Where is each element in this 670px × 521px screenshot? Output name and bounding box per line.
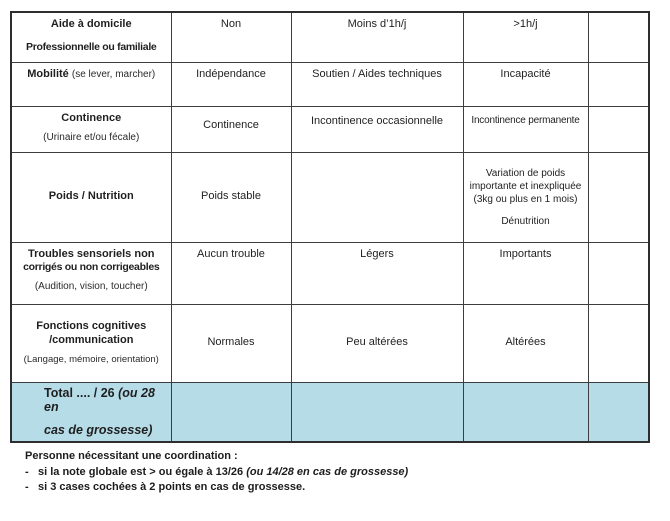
footer-item-1-prefix: si la note globale est > ou égale à 13/2… <box>38 465 244 478</box>
footer-item-1-dash: - <box>25 465 29 478</box>
cell-continence-score <box>587 105 650 153</box>
footer-item-1-text: si la note globale est > ou égale à 13/2… <box>38 465 408 481</box>
continence-label-note: (Urinaire et/ou fécale) <box>43 132 140 144</box>
cell-aide-non: Non <box>170 11 292 63</box>
cell-total-c3 <box>290 381 464 443</box>
cell-poids-empty <box>290 151 464 243</box>
cell-aide-score <box>587 11 650 63</box>
mobilite-label-main: Mobilité <box>27 67 69 80</box>
cell-fonctions-label: Fonctions cognitives /communication (Lan… <box>10 303 172 383</box>
cell-troubles-aucun: Aucun trouble <box>170 241 292 305</box>
row-poids-nutrition: Poids / Nutrition Poids stable Variation… <box>10 151 650 243</box>
cell-aide-moins-1h: Moins d’1h/j <box>290 11 464 63</box>
assessment-table: Aide à domicile Professionnelle ou famil… <box>10 11 650 443</box>
cell-aide-plus-1h: >1h/j <box>462 11 589 63</box>
mobilite-label-note: (se lever, marcher) <box>71 68 156 80</box>
cell-troubles-score <box>587 241 650 305</box>
footer-item-1: - si la note globale est > ou égale à 13… <box>25 465 625 481</box>
troubles-label-note: (Audition, vision, toucher) <box>34 281 148 293</box>
aide-label-sub: Professionnelle ou familiale <box>26 40 157 53</box>
cell-poids-variation: Variation de poids importante et inexpli… <box>462 151 589 243</box>
row-fonctions-cognitives: Fonctions cognitives /communication (Lan… <box>10 303 650 383</box>
total-label-italic1: (ou 28 en <box>44 385 155 415</box>
cell-troubles-importants: Importants <box>462 241 589 305</box>
cell-continence-continence: Continence <box>170 105 292 153</box>
cell-mobilite-independance: Indépendance <box>170 61 292 107</box>
row-aide-domicile: Aide à domicile Professionnelle ou famil… <box>10 11 650 63</box>
cell-total-c2 <box>170 381 292 443</box>
footer-notes: Personne nécessitant une coordination : … <box>25 449 625 496</box>
cell-continence-permanente: Incontinence permanente <box>462 105 589 153</box>
cell-mobilite-incapacite: Incapacité <box>462 61 589 107</box>
poids-variation-text: Variation de poids importante et inexpli… <box>469 167 582 205</box>
cell-troubles-legers: Légers <box>290 241 464 305</box>
row-total: Total .... / 26 (ou 28 en cas de grosses… <box>10 381 650 443</box>
cell-fonctions-score <box>587 303 650 383</box>
aide-label-main: Aide à domicile <box>50 18 132 30</box>
cell-mobilite-score <box>587 61 650 107</box>
cell-fonctions-peu-alterees: Peu altérées <box>290 303 464 383</box>
continence-label-main: Continence <box>61 111 122 124</box>
cell-total-label: Total .... / 26 (ou 28 en cas de grosses… <box>10 381 172 443</box>
fonctions-label-note: (Langage, mémoire, orientation) <box>23 354 159 366</box>
footer-item-2-dash: - <box>25 481 29 493</box>
footer-title: Personne nécessitant une coordination : <box>25 450 238 462</box>
total-label-italic2: cas de grossesse) <box>44 423 153 438</box>
row-troubles-sensoriels: Troubles sensoriels non corrigés ou non … <box>10 241 650 305</box>
cell-fonctions-alterees: Altérées <box>462 303 589 383</box>
troubles-label-line1: Troubles sensoriels non <box>27 247 155 260</box>
cell-continence-label: Continence (Urinaire et/ou fécale) <box>10 105 172 153</box>
poids-label-main: Poids / Nutrition <box>48 190 134 203</box>
troubles-label-line2: corrigés ou non corrigeables <box>23 261 160 274</box>
fonctions-label-line1: Fonctions cognitives <box>36 319 147 332</box>
poids-denutrition-text: Dénutrition <box>501 215 550 227</box>
cell-total-score <box>587 381 650 443</box>
cell-mobilite-label: Mobilité (se lever, marcher) <box>10 61 172 107</box>
footer-item-2: - si 3 cases cochées à 2 points en cas d… <box>25 480 625 496</box>
cell-mobilite-soutien: Soutien / Aides techniques <box>290 61 464 107</box>
row-continence: Continence (Urinaire et/ou fécale) Conti… <box>10 105 650 153</box>
cell-troubles-label: Troubles sensoriels non corrigés ou non … <box>10 241 172 305</box>
cell-poids-label: Poids / Nutrition <box>10 151 172 243</box>
cell-total-c4 <box>462 381 589 443</box>
total-label-bold: Total .... / 26 <box>44 385 115 400</box>
cell-fonctions-normales: Normales <box>170 303 292 383</box>
fonctions-label-line2: /communication <box>49 333 134 346</box>
row-mobilite: Mobilité (se lever, marcher) Indépendanc… <box>10 61 650 107</box>
cell-poids-score <box>587 151 650 243</box>
footer-item-2-text: si 3 cases cochées à 2 points en cas de … <box>38 481 306 493</box>
cell-poids-stable: Poids stable <box>170 151 292 243</box>
cell-aide-label: Aide à domicile Professionnelle ou famil… <box>10 11 172 63</box>
cell-continence-occasionnelle: Incontinence occasionnelle <box>290 105 464 153</box>
footer-item-1-italic: (ou 14/28 en cas de grossesse) <box>246 465 409 478</box>
